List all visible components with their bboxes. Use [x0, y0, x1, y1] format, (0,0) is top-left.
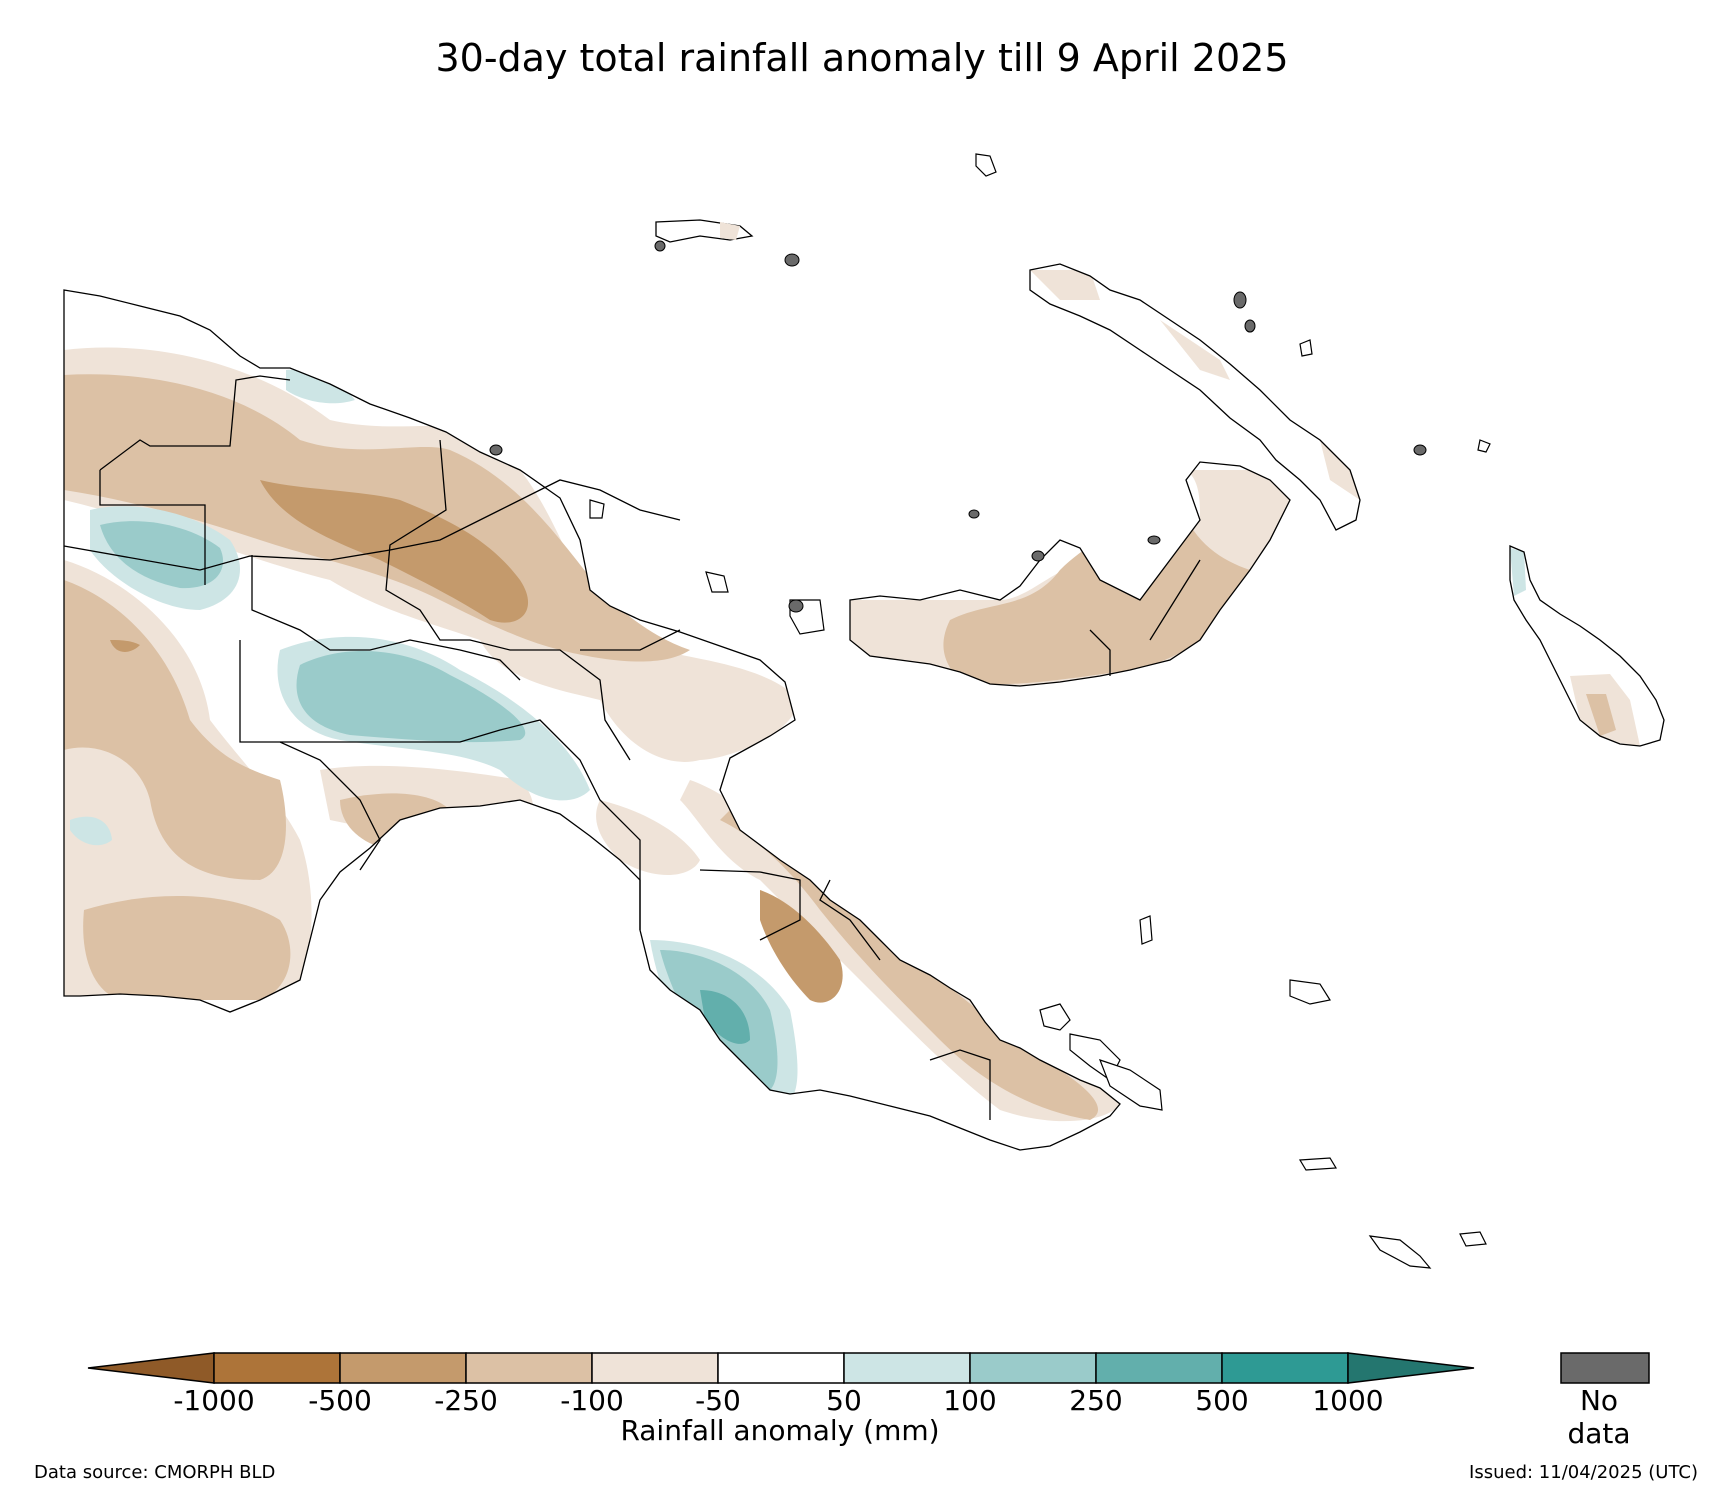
bougainville — [1510, 546, 1664, 746]
map-title: 30-day total rainfall anomaly till 9 Apr… — [435, 36, 1289, 80]
bougainville-coastline — [1509, 545, 1665, 747]
colorbar-tick-label: -250 — [434, 1384, 498, 1417]
mainland — [64, 290, 1120, 1150]
colorbar — [87, 1352, 1475, 1384]
new-ireland-coastline — [1029, 263, 1361, 531]
colorbar-extend-low — [87, 1352, 215, 1384]
province-boundaries — [63, 375, 991, 1120]
colorbar-tick-label: 500 — [1195, 1384, 1249, 1417]
colorbar-label: Rainfall anomaly (mm) — [620, 1414, 940, 1447]
colorbar-cell — [969, 1352, 1097, 1384]
colorbar-cell — [717, 1352, 845, 1384]
colorbar-cell — [1221, 1352, 1349, 1384]
issued-date: Issued: 11/04/2025 (UTC) — [1469, 1462, 1698, 1483]
colorbar-tick-label: -50 — [695, 1384, 741, 1417]
colorbar-tick-label: 1000 — [1312, 1384, 1384, 1417]
colorbar-tick-label: -500 — [308, 1384, 372, 1417]
colorbar-extend-high — [1347, 1352, 1475, 1384]
no-data-islands — [489, 240, 1427, 613]
small-islands — [589, 153, 1491, 1269]
colorbar-tick-label: -100 — [560, 1384, 624, 1417]
colorbar-cell — [213, 1352, 341, 1384]
colorbar-cell — [465, 1352, 593, 1384]
no-data-label: No data — [1567, 1384, 1631, 1450]
data-source: Data source: CMORPH BLD — [34, 1462, 276, 1483]
new-britain — [850, 462, 1290, 686]
colorbar-tick-label: -1000 — [173, 1384, 255, 1417]
colorbar-cell — [339, 1352, 467, 1384]
colorbar-tick-label: 100 — [943, 1384, 997, 1417]
colorbar-cell — [591, 1352, 719, 1384]
colorbar-tick-label: 250 — [1069, 1384, 1123, 1417]
mainland-coastline — [63, 289, 1121, 1151]
colorbar-cell — [1095, 1352, 1223, 1384]
colorbar-cell — [843, 1352, 971, 1384]
colorbar-tick-label: 50 — [826, 1384, 862, 1417]
no-data-swatch — [1560, 1352, 1650, 1384]
new-britain-coastline — [849, 461, 1291, 687]
